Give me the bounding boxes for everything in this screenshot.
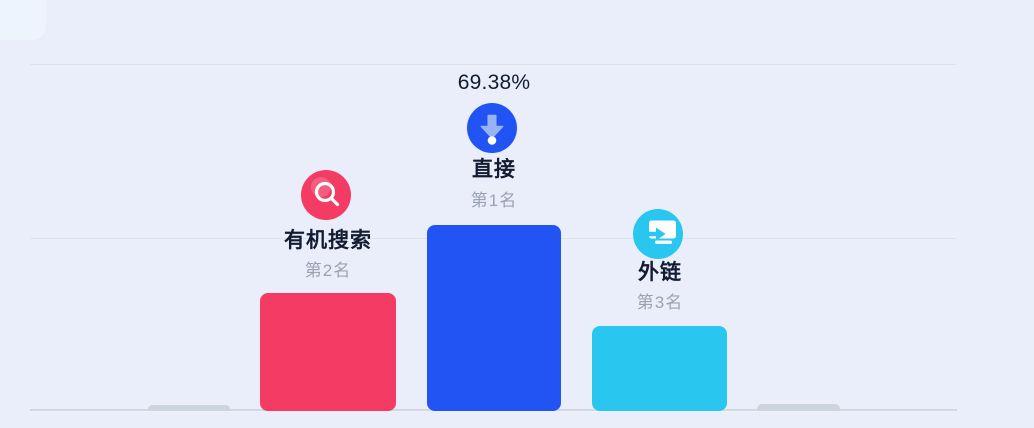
monitor-share-icon xyxy=(633,209,683,259)
category-label-direct: 直接 xyxy=(472,158,516,181)
bar-referrals[interactable] xyxy=(592,326,727,411)
category-label-organic: 有机搜索 xyxy=(284,229,372,252)
corner-highlight xyxy=(0,0,46,40)
bar-organic-search[interactable] xyxy=(260,293,396,411)
rank-label-direct: 第1名 xyxy=(470,191,518,210)
bar-direct[interactable] xyxy=(427,225,561,411)
search-icon xyxy=(301,170,351,220)
rank-label-organic: 第2名 xyxy=(304,261,352,280)
direct-arrow-icon xyxy=(467,103,517,153)
bar-unlabeled-right[interactable] xyxy=(757,404,840,411)
value-label-direct: 69.38% xyxy=(457,71,531,94)
bar-unlabeled-left[interactable] xyxy=(148,405,230,411)
rank-label-referrals: 第3名 xyxy=(636,293,684,312)
gridline-top xyxy=(30,64,956,65)
category-label-referrals: 外链 xyxy=(638,261,682,284)
